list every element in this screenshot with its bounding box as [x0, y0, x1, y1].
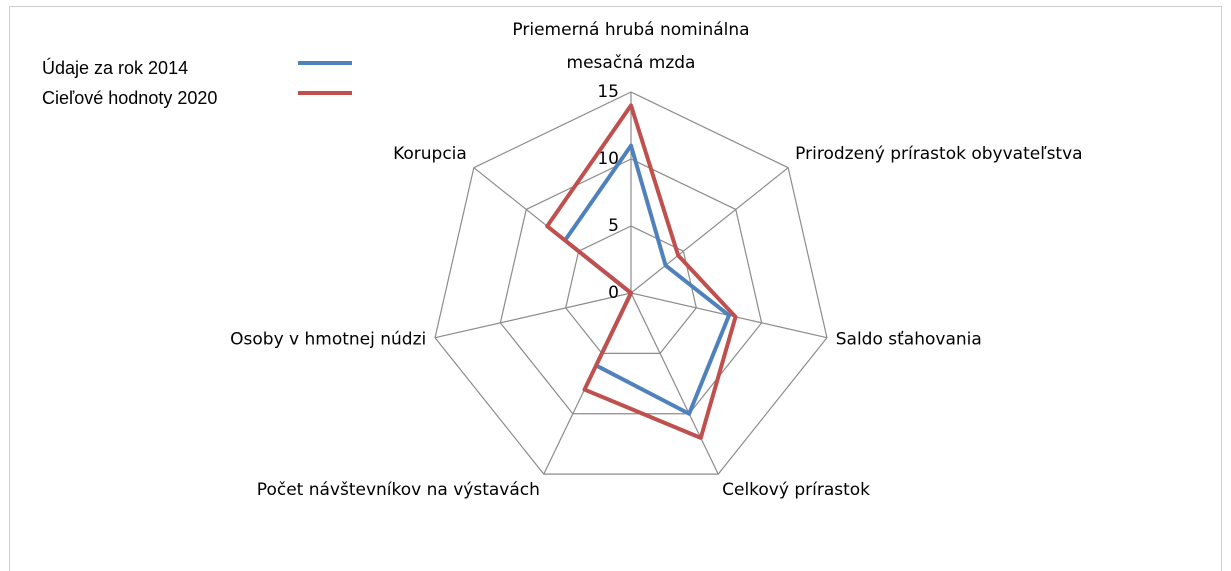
- category-label: Prirodzený prírastok obyvateľstva: [795, 144, 1082, 164]
- category-label-box: Priemerná hrubá nominálna mesačná mzda: [512, 20, 750, 73]
- category-label: Korupcia: [393, 144, 467, 164]
- category-label: Priemerná hrubá nominálna mesačná mzda: [512, 20, 750, 73]
- spoke: [630, 292, 719, 475]
- r-tick-label: 0: [608, 283, 619, 303]
- r-tick-label: 10: [597, 149, 619, 169]
- series-line: [545, 103, 738, 440]
- category-label: Osoby v hmotnej núdzi: [230, 330, 426, 350]
- category-label: Celkový prírastok: [722, 480, 870, 500]
- chart-frame: [9, 6, 1222, 571]
- r-tick-label: 5: [608, 216, 619, 236]
- legend-label: Cieľové hodnoty 2020: [42, 88, 217, 108]
- spoke: [434, 292, 632, 339]
- category-label: Počet návštevníkov na výstavách: [257, 480, 540, 500]
- legend-label: Údaje za rok 2014: [42, 57, 188, 78]
- grid-ring: [499, 158, 763, 415]
- spoke: [630, 167, 789, 294]
- category-label: Saldo sťahovania: [836, 330, 982, 350]
- grid-ring: [434, 91, 828, 475]
- r-tick-label: 15: [597, 82, 619, 102]
